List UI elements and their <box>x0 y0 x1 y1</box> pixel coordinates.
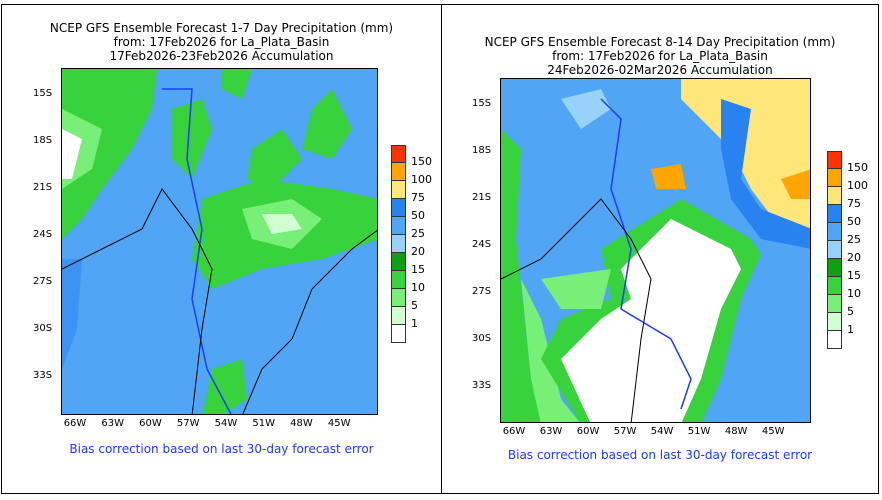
lat-tick-label: 21S <box>33 182 53 193</box>
lon-tick-label: 54W <box>214 418 238 429</box>
panel-week1: NCEP GFS Ensemble Forecast 1-7 Day Preci… <box>1 4 442 494</box>
legend-swatch <box>391 217 406 235</box>
color-legend: 150 100 75 50 25 20 15 10 5 1 <box>827 151 868 349</box>
legend-label: 150 <box>411 155 432 168</box>
lon-tick-label: 60W <box>139 418 162 429</box>
lat-tick-label: 30S <box>33 323 53 334</box>
legend-swatch <box>391 325 406 343</box>
title-line-3: 24Feb2026-02Mar2026 Accumulation <box>547 63 773 77</box>
lat-tick-label: 21S <box>472 192 492 203</box>
legend-label: 100 <box>411 173 432 186</box>
lon-tick-label: 45W <box>761 426 785 437</box>
legend-label: 10 <box>411 281 425 294</box>
lon-tick-label: 63W <box>101 418 125 429</box>
legend-swatch <box>827 331 842 349</box>
lon-tick-label: 60W <box>576 426 600 437</box>
lon-tick-label: 48W <box>290 418 313 429</box>
lon-tick-label: 54W <box>650 426 674 437</box>
lon-tick-label: 57W <box>176 418 200 429</box>
title-line-2: from: 17Feb2026 for La_Plata_Basin <box>552 49 768 63</box>
legend-swatch <box>391 235 406 253</box>
lat-tick-label: 24S <box>33 229 53 240</box>
legend-label: 25 <box>847 233 861 246</box>
title-line-3: 17Feb2026-23Feb2026 Accumulation <box>109 49 334 63</box>
lat-tick-label: 33S <box>33 370 53 381</box>
legend-label: 75 <box>847 197 861 210</box>
title-line-1: NCEP GFS Ensemble Forecast 1-7 Day Preci… <box>49 21 394 35</box>
legend-label: 75 <box>411 191 425 204</box>
legend-swatch <box>827 223 842 241</box>
lon-tick-label: 51W <box>687 426 711 437</box>
lon-tick-label: 45W <box>327 418 351 429</box>
lat-tick-label: 18S <box>33 135 53 146</box>
lat-tick-label: 15S <box>33 88 53 99</box>
lat-tick-label: 27S <box>33 276 53 287</box>
legend-swatch <box>391 181 406 199</box>
lat-tick-label: 33S <box>472 380 492 391</box>
legend-swatch <box>827 187 842 205</box>
lat-tick-label: 30S <box>472 333 492 344</box>
lat-tick-label: 24S <box>472 239 492 250</box>
lon-tick-label: 51W <box>252 418 275 429</box>
legend-label: 1 <box>847 323 854 336</box>
lat-tick-label: 15S <box>472 98 492 109</box>
legend-swatch <box>827 241 842 259</box>
legend-swatch <box>827 295 842 313</box>
legend-swatch <box>827 277 842 295</box>
lon-tick-label: 48W <box>724 426 748 437</box>
legend-label: 50 <box>847 215 861 228</box>
legend-swatch <box>827 313 842 331</box>
legend-swatch <box>827 259 842 277</box>
lat-tick-label: 18S <box>472 145 492 156</box>
legend-label: 15 <box>847 269 861 282</box>
precip-map-week2 <box>500 78 811 423</box>
legend-label: 15 <box>411 263 425 276</box>
legend-label: 20 <box>411 245 425 258</box>
lat-tick-label: 27S <box>472 286 492 297</box>
legend-label: 5 <box>411 299 418 312</box>
legend-label: 25 <box>411 227 425 240</box>
legend-label: 150 <box>847 161 868 174</box>
color-legend: 150 100 75 50 25 20 15 10 5 1 <box>391 145 432 343</box>
legend-swatch <box>391 145 406 163</box>
legend-swatch <box>391 199 406 217</box>
legend-swatch <box>391 289 406 307</box>
lon-tick-label: 66W <box>502 426 526 437</box>
legend-swatch <box>391 253 406 271</box>
lon-tick-label: 57W <box>613 426 637 437</box>
lon-tick-label: 63W <box>539 426 563 437</box>
title-line-1: NCEP GFS Ensemble Forecast 8-14 Day Prec… <box>484 35 836 49</box>
legend-swatch <box>391 271 406 289</box>
bias-note: Bias correction based on last 30-day for… <box>507 448 813 462</box>
legend-label: 10 <box>847 287 861 300</box>
legend-label: 20 <box>847 251 861 264</box>
legend-label: 50 <box>411 209 425 222</box>
legend-swatch <box>391 307 406 325</box>
legend-label: 1 <box>411 317 418 330</box>
panel-week2: NCEP GFS Ensemble Forecast 8-14 Day Prec… <box>441 4 879 494</box>
legend-swatch <box>827 205 842 223</box>
title-line-2: from: 17Feb2026 for La_Plata_Basin <box>113 35 330 49</box>
legend-label: 5 <box>847 305 854 318</box>
legend-label: 100 <box>847 179 868 192</box>
legend-swatch <box>827 169 842 187</box>
bias-note: Bias correction based on last 30-day for… <box>69 442 374 456</box>
lon-tick-label: 66W <box>63 418 87 429</box>
legend-swatch <box>827 151 842 169</box>
legend-swatch <box>391 163 406 181</box>
precip-map-week1 <box>61 68 378 415</box>
